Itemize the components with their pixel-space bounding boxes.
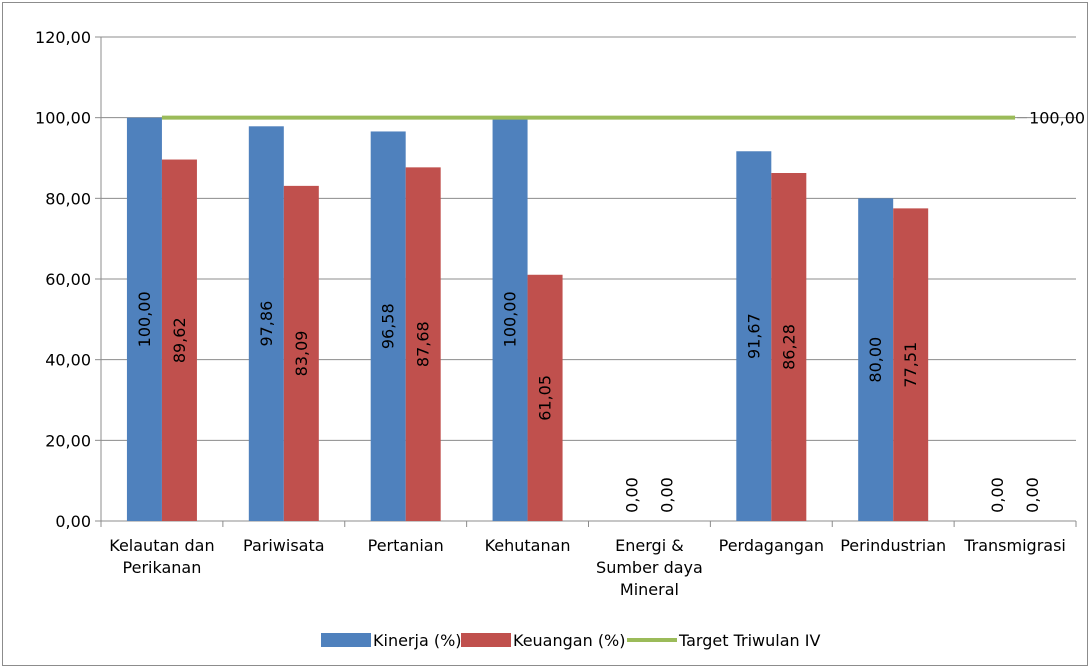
y-tick-label: 40,00: [45, 351, 91, 370]
y-tick-label: 80,00: [45, 189, 91, 208]
bar: [736, 151, 772, 521]
bar: [771, 173, 807, 521]
bar: [405, 167, 441, 521]
x-tick-label: Pariwisata: [243, 536, 325, 555]
legend-label: Keuangan (%): [513, 631, 626, 650]
target-line-label: 100,00: [1029, 109, 1085, 128]
data-label: 0,00: [622, 477, 641, 513]
bar-chart: 0,00 20,00 40,00 60,00 80,00 100,00 120,00 100,…: [35, 28, 1085, 650]
data-label: 86,28: [779, 324, 798, 370]
x-tick-label: Kelautan dan: [109, 536, 214, 555]
bar: [161, 159, 197, 522]
bar: [893, 208, 929, 521]
data-label: 87,68: [414, 321, 433, 367]
x-tick-label: Transmigrasi: [963, 536, 1066, 555]
data-label: 0,00: [988, 477, 1007, 513]
data-label: 80,00: [866, 337, 885, 383]
y-tick-label: 100,00: [35, 109, 91, 128]
bar: [370, 131, 406, 521]
x-tick-label: Perdagangan: [719, 536, 824, 555]
data-label: 83,09: [292, 331, 311, 377]
x-tick-label: Perikanan: [123, 558, 202, 577]
bar: [527, 274, 563, 521]
y-tick-label: 20,00: [45, 431, 91, 450]
bar: [126, 117, 162, 522]
x-tick-label: Mineral: [620, 580, 679, 599]
data-label: 91,67: [744, 313, 763, 359]
data-label: 97,86: [257, 301, 276, 347]
data-label: 0,00: [657, 477, 676, 513]
bar: [248, 126, 284, 521]
legend-label: Target Triwulan IV: [678, 631, 820, 650]
y-tick-label: 60,00: [45, 270, 91, 289]
data-label: 61,05: [536, 375, 555, 421]
x-tick-label: Sumber daya: [596, 558, 703, 577]
x-tick-label: Kehutanan: [485, 536, 571, 555]
x-tick-label: Energi &: [615, 536, 684, 555]
bar: [492, 117, 528, 522]
x-tick-label: Pertanian: [368, 536, 444, 555]
bar: [858, 198, 894, 522]
y-tick-label: 120,00: [35, 28, 91, 47]
data-label: 89,62: [170, 317, 189, 363]
legend-swatch: [461, 633, 511, 647]
data-label: 100,00: [135, 291, 154, 347]
data-label: 96,58: [379, 303, 398, 349]
legend-swatch: [321, 633, 371, 647]
legend-label: Kinerja (%): [373, 631, 462, 650]
x-tick-label: Perindustrian: [840, 536, 946, 555]
y-tick-label: 0,00: [55, 512, 91, 531]
data-label: 0,00: [1023, 477, 1042, 513]
bar: [283, 185, 319, 521]
data-label: 100,00: [501, 291, 520, 347]
data-label: 77,51: [901, 342, 920, 388]
